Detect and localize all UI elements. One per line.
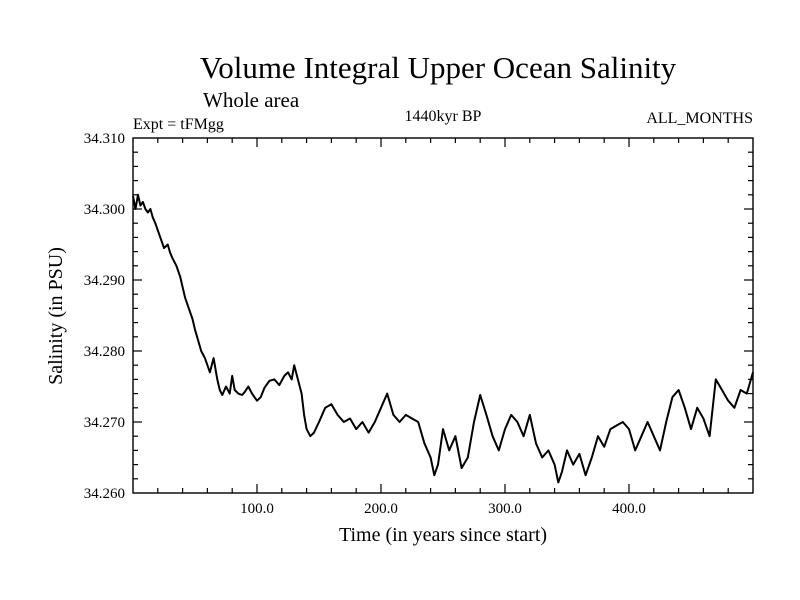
y-axis-label: Salinity (in PSU) bbox=[45, 247, 67, 385]
y-tick-label: 34.300 bbox=[84, 202, 125, 218]
chart-title: Volume Integral Upper Ocean Salinity bbox=[200, 50, 677, 85]
chart-subtitle: Whole area bbox=[203, 88, 300, 112]
y-tick-label: 34.280 bbox=[84, 344, 125, 360]
x-axis: 100.0 200.0 300.0 400.0 bbox=[157, 138, 729, 517]
y-tick-label: 34.290 bbox=[84, 273, 125, 289]
y-tick-label: 34.270 bbox=[84, 415, 125, 431]
y-axis: 34.260 34.270 34.280 34.290 34.300 34.310 bbox=[84, 131, 753, 502]
x-tick-label: 300.0 bbox=[488, 501, 522, 517]
experiment-label: Expt = tFMgg bbox=[133, 116, 224, 133]
period-label: 1440kyr BP bbox=[405, 108, 482, 125]
x-tick-label: 100.0 bbox=[240, 501, 274, 517]
months-label: ALL_MONTHS bbox=[646, 110, 753, 127]
x-tick-label: 200.0 bbox=[364, 501, 398, 517]
y-tick-label: 34.310 bbox=[84, 131, 125, 147]
salinity-series-line bbox=[132, 193, 754, 484]
plot-frame bbox=[132, 137, 754, 494]
x-tick-label: 400.0 bbox=[612, 501, 646, 517]
y-tick-label: 34.260 bbox=[84, 486, 125, 502]
x-axis-label: Time (in years since start) bbox=[339, 524, 547, 546]
